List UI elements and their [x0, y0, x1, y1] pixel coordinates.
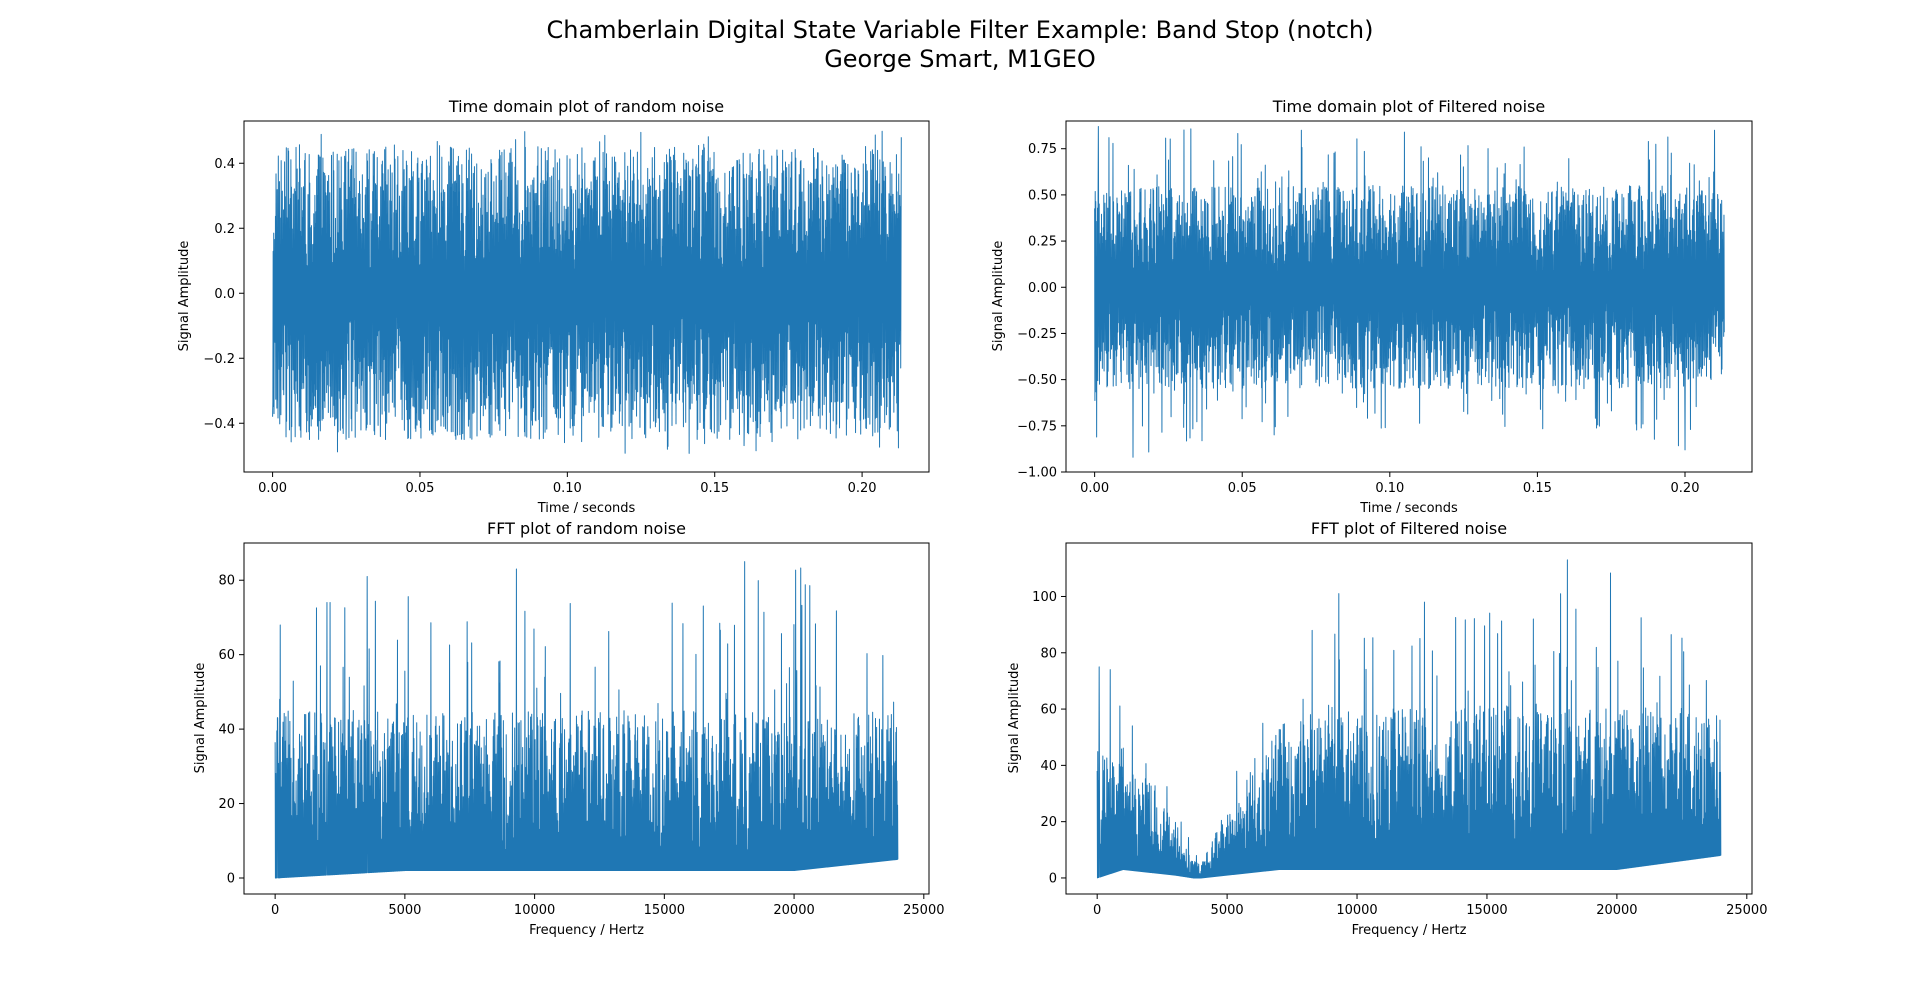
time-filtered-ytick-label: −0.75	[1017, 419, 1057, 434]
time-random-series-line	[272, 130, 902, 454]
time-random-ytick-label: −0.4	[203, 417, 235, 432]
fft-random-ytick-label: 0	[227, 871, 235, 886]
fft-filtered-ytick-label: 20	[1040, 815, 1057, 830]
time-filtered-xtick-label: 0.15	[1523, 481, 1552, 496]
time-random-axes-frame	[243, 120, 930, 473]
fft-filtered-series-line	[1096, 559, 1722, 879]
time-random-xtick-label: 0.00	[258, 481, 287, 496]
time-random-xtick-label: 0.15	[700, 481, 729, 496]
fft-random-ytick-label: 80	[218, 574, 235, 589]
time-random-ytick-label: 0.2	[214, 222, 235, 237]
time-random-ytick-label: −0.2	[203, 352, 235, 367]
figure-title-line2: George Smart, M1GEO	[824, 45, 1096, 73]
fft-filtered-title: FFT plot of Filtered noise	[1311, 519, 1507, 538]
time-filtered-title: Time domain plot of Filtered noise	[1272, 97, 1545, 116]
time-filtered-xtick-label: 0.00	[1080, 481, 1109, 496]
fft-filtered-xtick-label: 5000	[1211, 903, 1244, 918]
fft-filtered-ytick-label: 40	[1040, 759, 1057, 774]
fft-filtered-ytick-label: 100	[1032, 590, 1057, 605]
fft-filtered-xtick-label: 20000	[1596, 903, 1637, 918]
fft-filtered-xtick-label: 0	[1093, 903, 1101, 918]
time-filtered-xtick-label: 0.20	[1671, 481, 1700, 496]
fft-filtered-panel: FFT plot of Filtered noise Frequency / H…	[1007, 519, 1767, 938]
fft-random-xlabel: Frequency / Hertz	[529, 923, 644, 938]
fft-random-axes-frame	[243, 542, 930, 895]
fft-filtered-xlabel: Frequency / Hertz	[1352, 923, 1467, 938]
fft-random-xtick-label: 20000	[773, 903, 814, 918]
time-filtered-xlabel: Time / seconds	[1359, 501, 1458, 516]
fft-filtered-axes-frame	[1065, 542, 1753, 895]
fft-random-ytick-label: 40	[218, 723, 235, 738]
fft-random-xtick-label: 25000	[903, 903, 944, 918]
fft-random-ytick-label: 20	[218, 797, 235, 812]
time-random-xlabel: Time / seconds	[537, 501, 636, 516]
time-filtered-ytick-label: 0.00	[1028, 281, 1057, 296]
time-filtered-ytick-label: 0.50	[1028, 188, 1057, 203]
fft-random-ylabel: Signal Amplitude	[193, 663, 208, 774]
time-filtered-ytick-label: −0.50	[1017, 373, 1057, 388]
time-filtered-ytick-label: 0.75	[1028, 142, 1057, 157]
time-random-xtick-label: 0.20	[848, 481, 877, 496]
figure-title-line1: Chamberlain Digital State Variable Filte…	[546, 16, 1373, 44]
fft-filtered-xtick-label: 15000	[1466, 903, 1507, 918]
fft-filtered-ytick-label: 60	[1040, 703, 1057, 718]
fft-random-series-line	[274, 561, 899, 879]
fft-random-panel: FFT plot of random noise Frequency / Her…	[193, 519, 944, 938]
time-filtered-axes-frame	[1065, 120, 1753, 473]
fft-filtered-xtick-label: 10000	[1336, 903, 1377, 918]
fft-filtered-ytick-label: 0	[1049, 871, 1057, 886]
time-filtered-xtick-label: 0.10	[1375, 481, 1404, 496]
time-filtered-panel: Time domain plot of Filtered noise Time …	[991, 97, 1753, 516]
fft-random-ytick-label: 60	[218, 648, 235, 663]
time-filtered-ytick-label: −1.00	[1017, 466, 1057, 481]
fft-random-xtick-label: 10000	[514, 903, 555, 918]
time-filtered-ytick-label: 0.25	[1028, 235, 1057, 250]
fft-filtered-xtick-label: 25000	[1726, 903, 1767, 918]
time-filtered-series-line	[1094, 126, 1725, 458]
time-filtered-ytick-label: −0.25	[1017, 327, 1057, 342]
time-random-title: Time domain plot of random noise	[448, 97, 724, 116]
time-random-ytick-label: 0.4	[214, 157, 235, 172]
time-random-panel: Time domain plot of random noise Time / …	[177, 97, 930, 516]
time-random-xtick-label: 0.10	[553, 481, 582, 496]
time-random-ytick-label: 0.0	[214, 287, 235, 302]
time-filtered-xtick-label: 0.05	[1228, 481, 1257, 496]
time-random-xtick-label: 0.05	[405, 481, 434, 496]
fft-random-xtick-label: 0	[271, 903, 279, 918]
fft-random-title: FFT plot of random noise	[487, 519, 686, 538]
time-filtered-ylabel: Signal Amplitude	[991, 241, 1006, 352]
fft-random-xtick-label: 15000	[644, 903, 685, 918]
time-random-ylabel: Signal Amplitude	[177, 241, 192, 352]
fft-filtered-ytick-label: 80	[1040, 646, 1057, 661]
fft-filtered-ylabel: Signal Amplitude	[1007, 663, 1022, 774]
fft-random-xtick-label: 5000	[388, 903, 421, 918]
